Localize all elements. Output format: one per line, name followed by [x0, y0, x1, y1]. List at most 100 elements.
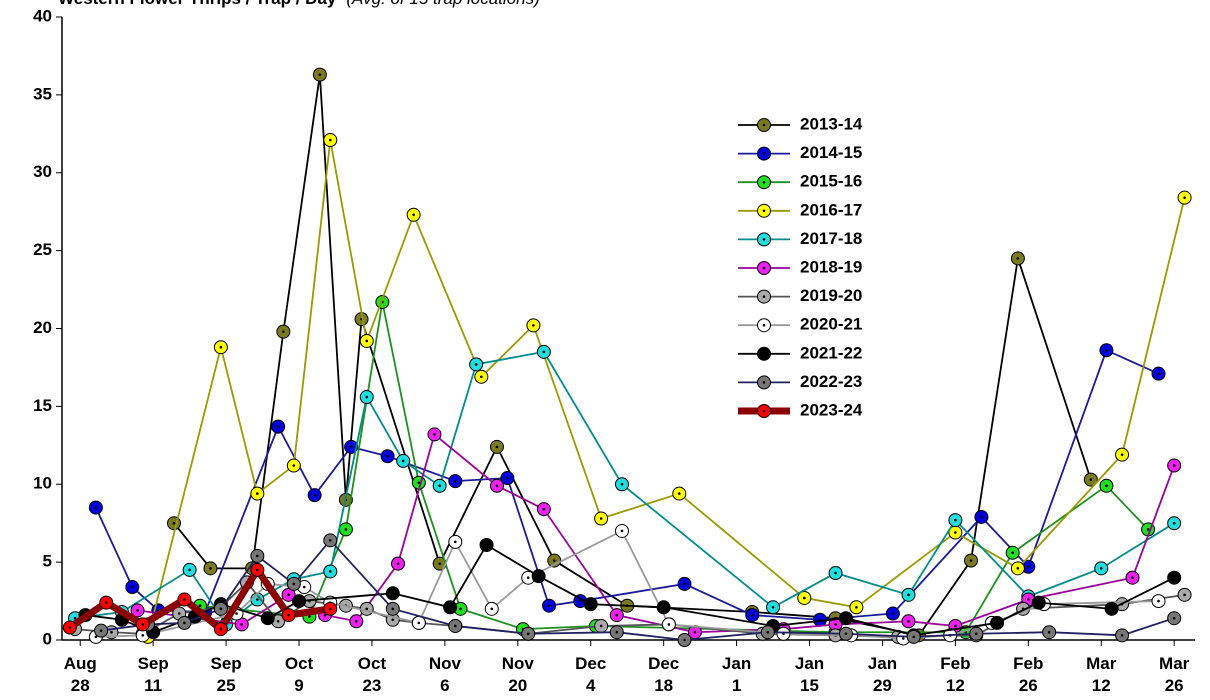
point-center: [954, 624, 957, 628]
x-tick-label: Feb 26: [1013, 654, 1044, 695]
x-tick-label: Oct 23: [357, 654, 387, 695]
point-center: [907, 620, 910, 623]
point-center: [417, 621, 421, 625]
point-center: [349, 445, 353, 449]
point-center: [193, 615, 197, 618]
series: 2016-17: [140, 133, 1192, 644]
x-tick-label: Oct 9: [284, 654, 314, 695]
title-text: Western Flower Thrips / Trap / Day: [58, 0, 337, 8]
y-tick-label: 0: [43, 629, 52, 648]
point-center: [1172, 521, 1176, 525]
point-center: [292, 582, 296, 586]
x-tick-label: Feb 12: [940, 654, 971, 695]
point-center: [136, 609, 139, 612]
point-center: [453, 540, 457, 544]
x-tick-label: Dec 18: [648, 654, 680, 695]
point-center: [344, 528, 348, 531]
x-tick-label: Mar 26: [1159, 654, 1190, 695]
point-center: [308, 615, 311, 618]
legend-label: 2019-20: [800, 286, 862, 305]
point-center: [480, 375, 483, 379]
point-center: [901, 637, 905, 640]
point-center: [151, 630, 155, 634]
point-center: [1120, 634, 1124, 637]
point-center: [766, 630, 770, 634]
point-center: [1011, 551, 1014, 555]
point-center: [99, 629, 103, 632]
point-center: [547, 604, 551, 608]
point-center: [954, 518, 957, 522]
point-center: [256, 568, 259, 572]
point-center: [620, 482, 624, 486]
point-center: [834, 623, 837, 626]
point-center: [318, 73, 322, 76]
point-center: [256, 598, 259, 601]
point-center: [438, 562, 441, 565]
point-center: [855, 605, 858, 609]
y-tick-label: 5: [43, 552, 52, 571]
point-center: [907, 593, 910, 597]
legend-label: 2023-24: [800, 400, 863, 419]
point-center: [537, 574, 540, 578]
point-center: [365, 607, 369, 611]
legend-label: 2013-14: [800, 114, 863, 133]
x-tick-label: Nov 6: [428, 654, 461, 695]
point-center: [599, 517, 603, 520]
point-center: [328, 138, 332, 142]
point-center: [552, 559, 556, 562]
point-center: [1027, 598, 1030, 601]
point-center: [141, 623, 145, 626]
x-tick-label: Jan 15: [794, 654, 825, 695]
point-center: [677, 492, 681, 495]
point-center: [323, 613, 327, 617]
point-center: [1183, 593, 1186, 597]
point-center: [954, 531, 957, 534]
point-center: [1157, 372, 1160, 375]
point-center: [995, 621, 999, 625]
point-center: [219, 607, 223, 611]
point-center: [209, 567, 212, 570]
y-tick-label: 25: [33, 240, 52, 259]
point-center: [980, 515, 983, 519]
point-center: [1089, 478, 1093, 481]
point-center: [1120, 453, 1124, 456]
point-center: [302, 585, 306, 589]
point-center: [266, 616, 270, 620]
point-center: [615, 630, 619, 634]
point-center: [287, 593, 290, 597]
point-center: [750, 613, 754, 617]
point-center: [287, 613, 290, 617]
legend-label: 2021-22: [800, 343, 862, 362]
point-center: [834, 571, 837, 575]
point-center: [448, 605, 452, 609]
series: 2015-16: [193, 172, 1156, 640]
point-center: [459, 607, 462, 611]
y-tick-label: 30: [33, 162, 52, 181]
point-center: [94, 506, 98, 509]
subtitle: (Avg. of 15 trap locations): [346, 0, 539, 8]
point-center: [391, 591, 395, 595]
point-center: [433, 433, 436, 436]
point-center: [1172, 464, 1176, 467]
point-center: [256, 492, 259, 495]
y-tick-label: 15: [33, 396, 52, 415]
point-center: [183, 621, 186, 625]
legend-label: 2020-21: [800, 315, 862, 334]
point-center: [104, 601, 108, 604]
point-center: [313, 493, 316, 497]
point-center: [131, 585, 134, 589]
point-center: [172, 521, 176, 525]
series: 2018-19: [130, 257, 1182, 640]
point-center: [1110, 607, 1113, 611]
series-line: [199, 301, 1149, 634]
point-center: [1157, 599, 1160, 603]
point-center: [762, 409, 766, 413]
point-center: [662, 605, 665, 609]
point-center: [771, 624, 775, 628]
x-tick-label: Dec 4: [575, 654, 607, 695]
point-center: [495, 445, 499, 449]
point-center: [1105, 349, 1108, 352]
point-center: [328, 570, 332, 573]
point-center: [620, 529, 624, 533]
